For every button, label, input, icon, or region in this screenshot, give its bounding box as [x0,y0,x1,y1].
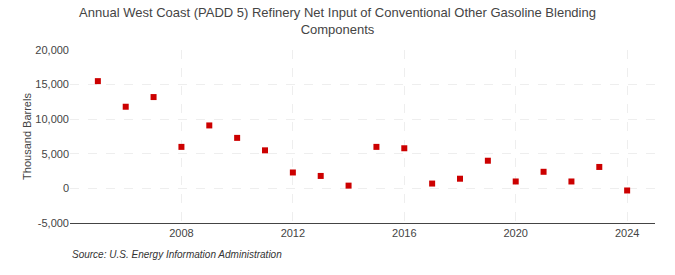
svg-text:20,000: 20,000 [35,44,69,56]
svg-text:5,000: 5,000 [41,148,69,160]
svg-text:-5,000: -5,000 [38,217,69,229]
svg-text:Source: U.S. Energy Informatio: Source: U.S. Energy Information Administ… [72,249,282,260]
svg-text:2008: 2008 [169,227,193,239]
svg-text:2020: 2020 [503,227,527,239]
svg-text:2024: 2024 [615,227,639,239]
svg-text:2012: 2012 [281,227,305,239]
svg-text:10,000: 10,000 [35,113,69,125]
svg-text:Thousand Barrels: Thousand Barrels [21,93,33,180]
svg-text:15,000: 15,000 [35,78,69,90]
svg-text:0: 0 [63,182,69,194]
svg-text:Annual West Coast (PADD 5) Ref: Annual West Coast (PADD 5) Refinery Net … [79,5,596,37]
svg-text:2016: 2016 [392,227,416,239]
